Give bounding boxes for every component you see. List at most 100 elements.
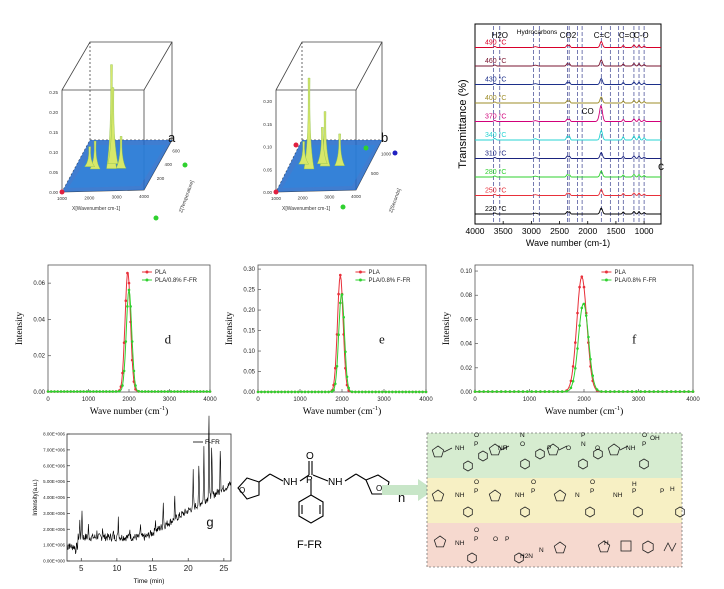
frag-text-10: P bbox=[581, 432, 585, 439]
f-y-tick-3: 0.06 bbox=[460, 317, 472, 323]
frag-text-1: P bbox=[474, 441, 478, 448]
e-point-1-4 bbox=[260, 390, 263, 394]
f-point-1-112 bbox=[595, 388, 599, 391]
panel-label-h: h bbox=[398, 490, 405, 505]
g-x-tick-3: 20 bbox=[184, 564, 193, 573]
peak-a-1 bbox=[107, 87, 119, 164]
frag-bond-r1-1 bbox=[500, 445, 510, 451]
e-y-tick-0: 0.00 bbox=[243, 390, 255, 396]
e-point-1-172 bbox=[401, 390, 404, 394]
panel-label-b: b bbox=[381, 130, 388, 145]
d-point-1-76 bbox=[108, 390, 111, 393]
f-y-tick-2: 0.04 bbox=[460, 342, 472, 348]
f-point-1-200 bbox=[691, 390, 695, 393]
f-point-1-76 bbox=[556, 390, 560, 393]
e-point-1-24 bbox=[276, 390, 280, 394]
peak-b-0 bbox=[303, 77, 315, 170]
g-y-tick-7: 7.00E+006 bbox=[43, 447, 65, 452]
f-point-0-98 bbox=[580, 275, 584, 279]
f-legend-label-1: PLA/0.8% F-FR bbox=[614, 278, 657, 284]
d-point-1-172 bbox=[186, 390, 189, 393]
peak-b-2 bbox=[316, 127, 328, 164]
g-y-tick-8: 8.00E+006 bbox=[43, 432, 65, 437]
d-point-0-92 bbox=[121, 371, 124, 375]
e-point-1-64 bbox=[310, 390, 314, 394]
frag-text-18: O bbox=[474, 479, 479, 486]
frag-benz-r1-1 bbox=[520, 458, 530, 470]
frag-benz-r1-2 bbox=[578, 458, 588, 470]
d-point-1-176 bbox=[189, 390, 192, 393]
frag-benz-r2-2 bbox=[585, 506, 595, 518]
frag-text-17: P bbox=[474, 488, 478, 495]
d-point-1-184 bbox=[195, 390, 199, 393]
panel-label-a: a bbox=[168, 130, 176, 145]
e-point-1-168 bbox=[397, 390, 401, 394]
frag-text-28: P bbox=[660, 488, 664, 495]
e-point-1-144 bbox=[377, 390, 381, 394]
g-y-tick-2: 2.00E+006 bbox=[43, 527, 65, 532]
d-point-1-148 bbox=[166, 390, 170, 393]
panel-g-chromatogram: 5 10 15 20 25 0.00E+000 1.00E+006 2.00E+006 3.00… bbox=[33, 415, 232, 585]
c-series-label-4: 340 °C bbox=[485, 131, 506, 139]
d-point-1-160 bbox=[176, 390, 179, 393]
e-y-tick-1: 0.05 bbox=[243, 370, 255, 376]
peak-b-3 bbox=[334, 133, 345, 166]
frag-text-8: O bbox=[566, 445, 571, 452]
frag-text-19: NH bbox=[515, 492, 525, 499]
d-point-1-100 bbox=[127, 288, 131, 292]
frag-text-30: NH bbox=[455, 540, 465, 547]
e-x-tick-3: 3000 bbox=[377, 397, 391, 403]
x-axis-label-b: X[Wavenumber cm-1] bbox=[282, 206, 331, 212]
x-axis-label-a: X[Wavenumber cm-1] bbox=[72, 206, 121, 212]
d-point-1-94 bbox=[122, 369, 126, 373]
y-tick-b-0: 0.00 bbox=[263, 190, 272, 195]
e-point-1-180 bbox=[407, 390, 411, 394]
f-point-1-94 bbox=[576, 347, 579, 350]
g-y-tick-6: 6.00E+006 bbox=[43, 463, 65, 468]
f-point-1-172 bbox=[661, 390, 664, 393]
f-y-tick-4: 0.08 bbox=[460, 293, 472, 299]
c-x-tick-3: 2500 bbox=[550, 226, 569, 236]
e-point-1-148 bbox=[381, 390, 384, 394]
z-tick-a-1: 400 bbox=[165, 162, 173, 167]
c-x-tick-5: 1500 bbox=[606, 226, 625, 236]
frag-text-22: N bbox=[575, 492, 580, 499]
f-point-1-36 bbox=[512, 390, 516, 393]
frag-ring-r2-2 bbox=[553, 489, 567, 502]
f-legend-marker-1 bbox=[604, 278, 608, 282]
x-tick-b-2: 3000 bbox=[324, 195, 335, 200]
o-atom-left: O bbox=[239, 486, 245, 495]
frag-ring-r3-2 bbox=[553, 541, 567, 554]
frag-bond-r1-3 bbox=[619, 445, 629, 451]
frag-ring-r2-1 bbox=[488, 489, 502, 502]
e-point-1-20 bbox=[273, 390, 277, 394]
panel-a-3d-surface: 0.00 0.05 0.10 0.15 0.20 0.25 1000 2000 3000 4000… bbox=[49, 41, 196, 221]
c-annotation-2: CO2 bbox=[560, 31, 577, 40]
f-point-1-12 bbox=[486, 390, 490, 393]
f-point-1-168 bbox=[656, 390, 660, 393]
c-series-line-4 bbox=[475, 129, 661, 141]
e-series-line-0 bbox=[258, 275, 426, 393]
e-point-0-92 bbox=[334, 366, 337, 370]
f-point-1-80 bbox=[560, 390, 564, 393]
panel-label-g: g bbox=[206, 515, 213, 530]
d-point-1-152 bbox=[169, 390, 173, 393]
f-x-tick-1: 1000 bbox=[523, 397, 537, 403]
f-point-1-102 bbox=[584, 314, 588, 317]
panel-d-ega: 0 1000 2000 3000 4000 0.00 0.02 0.04 0.06 PLA PLA/… bbox=[15, 264, 217, 417]
peak-a-2 bbox=[115, 136, 127, 169]
f-legend-label-0: PLA bbox=[614, 270, 625, 276]
e-legend-marker-1 bbox=[358, 278, 362, 282]
frag-ring-r3-0 bbox=[433, 535, 447, 548]
z-tick-a-2: 600 bbox=[172, 148, 180, 153]
f-point-1-148 bbox=[635, 390, 638, 393]
x-tick-b-3: 4000 bbox=[351, 194, 362, 199]
f-fr-structure bbox=[237, 461, 390, 524]
d-y-tick-3: 0.06 bbox=[33, 281, 45, 287]
c-series-line-2 bbox=[475, 170, 661, 178]
frag-text-7: P bbox=[547, 445, 551, 452]
f-point-0-88 bbox=[569, 379, 573, 383]
d-point-1-80 bbox=[111, 390, 115, 393]
frag-bond-r1-2 bbox=[558, 445, 568, 451]
e-point-1-132 bbox=[367, 390, 371, 394]
